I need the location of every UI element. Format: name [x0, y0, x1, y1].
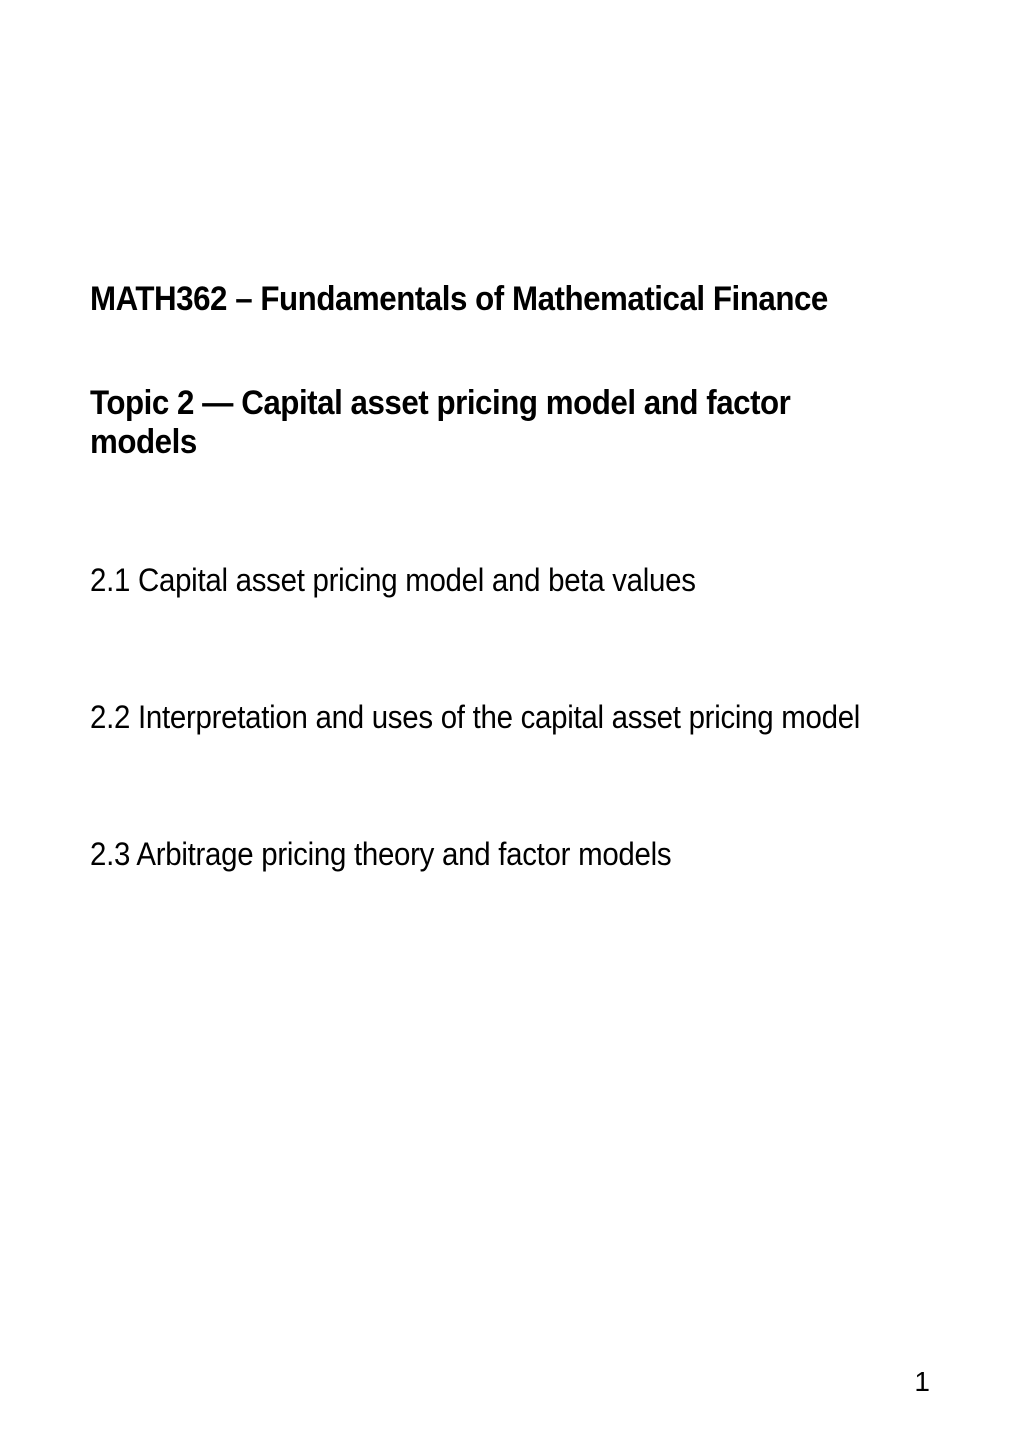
page-number: 1 — [914, 1366, 930, 1398]
topic-title: Topic 2 — Capital asset pricing model an… — [90, 384, 863, 462]
section-2-2: 2.2 Interpretation and uses of the capit… — [90, 699, 863, 736]
course-header: MATH362 – Fundamentals of Mathematical F… — [90, 280, 863, 319]
section-2-1: 2.1 Capital asset pricing model and beta… — [90, 562, 863, 599]
section-2-3: 2.3 Arbitrage pricing theory and factor … — [90, 836, 863, 873]
